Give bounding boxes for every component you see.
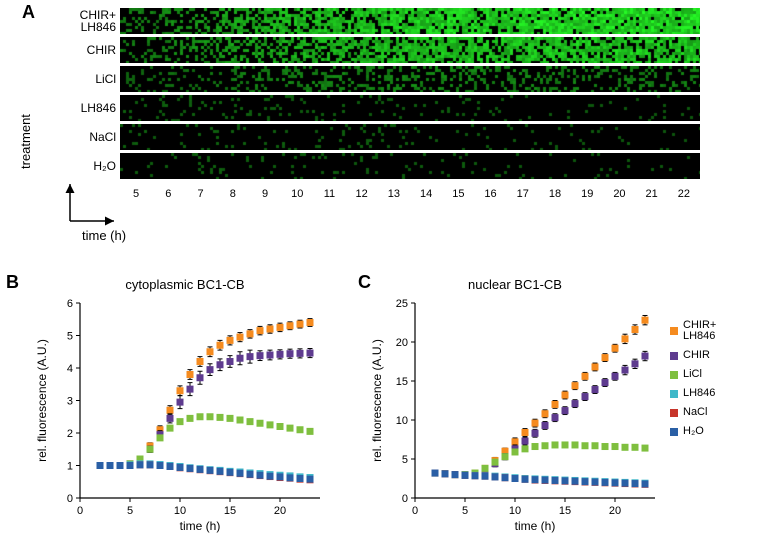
svg-text:1: 1 <box>67 461 73 473</box>
time-tick-label: 22 <box>678 188 690 200</box>
kymograph-row: LiCl <box>120 66 700 92</box>
legend-label: LH846 <box>683 388 715 399</box>
legend-marker <box>670 327 678 335</box>
time-tick-label: 5 <box>133 188 139 200</box>
panel-b-svg: 0 5 10 15 20 0 1 2 3 4 5 6 time (h) rel. fluorescence… <box>30 275 340 535</box>
panel-a-label: A <box>22 2 35 23</box>
svg-text:0: 0 <box>402 493 408 505</box>
time-tick-label: 12 <box>356 188 368 200</box>
time-tick-label: 21 <box>646 188 658 200</box>
svg-text:3: 3 <box>67 396 73 408</box>
treatment-label: LiCl <box>50 73 116 85</box>
legend-item: NaCl <box>670 407 750 418</box>
svg-text:6: 6 <box>67 298 73 310</box>
kymograph-canvas <box>120 66 700 92</box>
time-tick-label: 9 <box>262 188 268 200</box>
time-tick-label: 7 <box>197 188 203 200</box>
legend-marker <box>670 371 678 379</box>
time-tick-label: 18 <box>549 188 561 200</box>
legend-label: NaCl <box>683 407 707 418</box>
svg-text:0: 0 <box>77 505 83 517</box>
svg-text:15: 15 <box>224 505 236 517</box>
legend-label: H₂O <box>683 426 704 437</box>
legend-item: LH846 <box>670 388 750 399</box>
svg-text:20: 20 <box>396 337 408 349</box>
svg-text:5: 5 <box>127 505 133 517</box>
time-tick-label: 14 <box>420 188 432 200</box>
legend-marker <box>670 390 678 398</box>
time-tick-label: 8 <box>230 188 236 200</box>
time-tick-label: 11 <box>324 188 335 200</box>
legend-item: H₂O <box>670 426 750 437</box>
svg-text:0: 0 <box>412 505 418 517</box>
kymograph-row: NaCl <box>120 124 700 150</box>
legend: CHIR+ LH846 CHIR LiCl LH846 NaCl H₂O <box>670 320 750 445</box>
svg-text:time (h): time (h) <box>515 519 556 533</box>
panel-b-chart: cytoplasmic BC1-CB 0 5 10 15 20 0 1 2 3 4 5 6 time (… <box>30 275 340 535</box>
legend-item: LiCl <box>670 369 750 380</box>
time-tick-label: 15 <box>452 188 464 200</box>
kymograph-canvas <box>120 8 700 34</box>
kymograph-stripes: CHIR+LH846 CHIR LiCl LH846 NaCl H₂O <box>120 8 700 182</box>
kymograph-row: LH846 <box>120 95 700 121</box>
svg-text:time (h): time (h) <box>180 519 221 533</box>
treatment-label: CHIR+LH846 <box>50 9 116 33</box>
legend-label: CHIR+ LH846 <box>683 320 716 342</box>
svg-text:10: 10 <box>509 505 521 517</box>
svg-text:5: 5 <box>67 331 73 343</box>
svg-text:20: 20 <box>274 505 286 517</box>
legend-marker <box>670 352 678 360</box>
panel-b-label: B <box>6 272 19 293</box>
svg-text:0: 0 <box>67 493 73 505</box>
kymograph-canvas <box>120 37 700 63</box>
svg-text:2: 2 <box>67 428 73 440</box>
svg-text:5: 5 <box>402 454 408 466</box>
treatment-label: LH846 <box>50 102 116 114</box>
time-tick-label: 10 <box>291 188 303 200</box>
treatment-label: NaCl <box>50 131 116 143</box>
time-tick-label: 6 <box>165 188 171 200</box>
legend-marker <box>670 409 678 417</box>
legend-label: LiCl <box>683 369 702 380</box>
svg-text:15: 15 <box>559 505 571 517</box>
legend-item: CHIR <box>670 350 750 361</box>
panel-b-title: cytoplasmic BC1-CB <box>30 277 340 292</box>
svg-text:10: 10 <box>174 505 186 517</box>
kymograph-row: CHIR <box>120 37 700 63</box>
kymograph-canvas <box>120 153 700 179</box>
legend-label: CHIR <box>683 350 710 361</box>
time-tick-label: 17 <box>517 188 529 200</box>
time-tick-label: 19 <box>581 188 593 200</box>
panel-a-yaxis-title: treatment <box>18 114 33 169</box>
time-tick-label: 16 <box>484 188 496 200</box>
kymograph-canvas <box>120 95 700 121</box>
svg-text:5: 5 <box>462 505 468 517</box>
svg-text:rel. fluorescence (A.U.): rel. fluorescence (A.U.) <box>35 339 49 462</box>
time-tick-label: 20 <box>613 188 625 200</box>
kymograph-row: H₂O <box>120 153 700 179</box>
panel-c-svg: 0 5 10 15 20 0 5 10 15 20 25 time (h) rel. fluoresce… <box>365 275 665 535</box>
panel-c-title: nuclear BC1-CB <box>365 277 665 292</box>
treatment-label: CHIR <box>50 44 116 56</box>
svg-text:25: 25 <box>396 298 408 310</box>
legend-marker <box>670 428 678 436</box>
time-tick-label: 13 <box>388 188 400 200</box>
panel-a-xaxis-title: time (h) <box>82 228 126 243</box>
svg-text:4: 4 <box>67 363 73 375</box>
svg-text:20: 20 <box>609 505 621 517</box>
treatment-label: H₂O <box>50 160 116 172</box>
kymograph-canvas <box>120 124 700 150</box>
legend-item: CHIR+ LH846 <box>670 320 750 342</box>
svg-text:10: 10 <box>396 415 408 427</box>
svg-text:rel. fluorescence (A.U.): rel. fluorescence (A.U.) <box>370 339 384 462</box>
svg-text:15: 15 <box>396 376 408 388</box>
kymograph-row: CHIR+LH846 <box>120 8 700 34</box>
time-axis-labels: 5 6 7 8 9 10 11 12 13 14 15 16 17 18 19 20 21 22 <box>120 188 700 202</box>
panel-c-chart: nuclear BC1-CB 0 5 10 15 20 0 5 10 15 20 25 time (h… <box>365 275 665 535</box>
